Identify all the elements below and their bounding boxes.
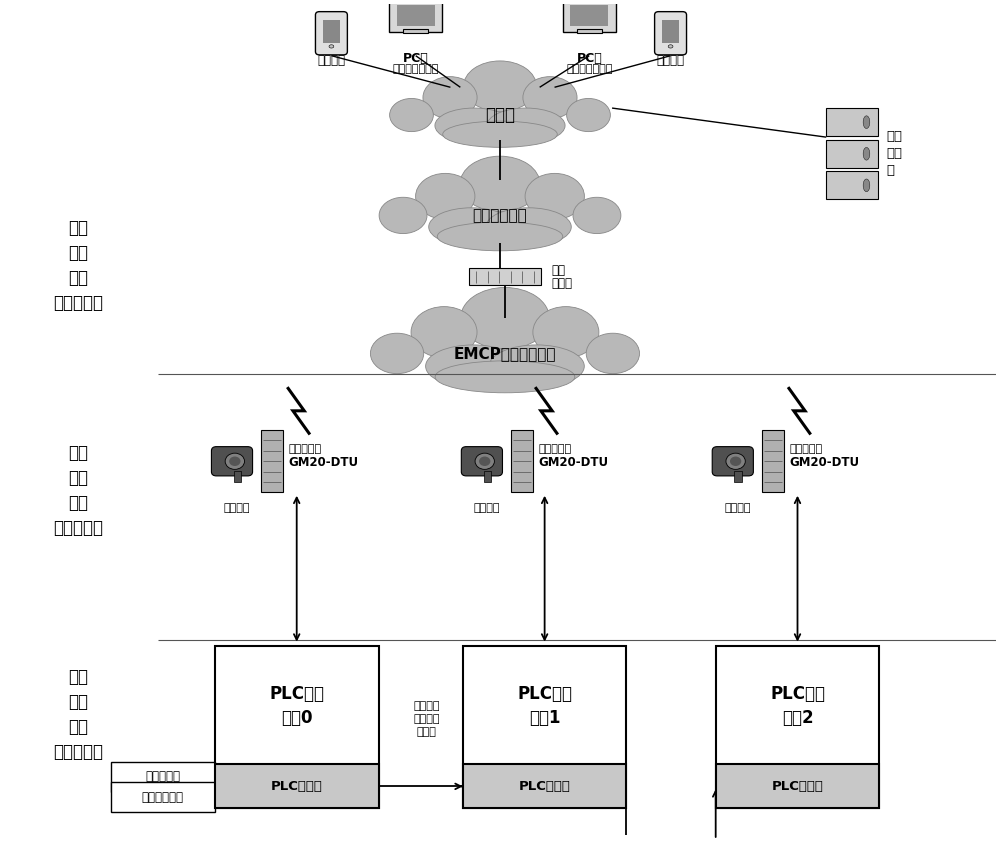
FancyBboxPatch shape: [563, 0, 616, 31]
FancyBboxPatch shape: [734, 471, 742, 482]
FancyBboxPatch shape: [315, 12, 347, 55]
FancyBboxPatch shape: [397, 5, 435, 26]
Text: 物联网网关: 物联网网关: [289, 443, 322, 454]
Text: 核心: 核心: [552, 264, 566, 277]
FancyBboxPatch shape: [484, 471, 491, 482]
FancyBboxPatch shape: [577, 30, 602, 33]
Ellipse shape: [863, 179, 870, 191]
Text: 云摄像头: 云摄像头: [725, 502, 751, 513]
Text: 学生端实
验装置供
电控制: 学生端实 验装置供 电控制: [413, 701, 440, 737]
Text: PLC实验
装置0: PLC实验 装置0: [269, 685, 324, 727]
FancyBboxPatch shape: [662, 20, 679, 43]
Text: 交换机: 交换机: [552, 277, 573, 290]
Ellipse shape: [523, 77, 577, 119]
Text: 物联网网关: 物联网网关: [539, 443, 572, 454]
Ellipse shape: [730, 457, 741, 466]
Text: 光照传感器: 光照传感器: [145, 771, 180, 783]
Text: （学生访问机）: （学生访问机）: [566, 64, 612, 74]
FancyBboxPatch shape: [111, 762, 215, 792]
FancyBboxPatch shape: [762, 430, 784, 492]
Ellipse shape: [416, 174, 475, 219]
Text: GM20-DTU: GM20-DTU: [539, 456, 609, 470]
Ellipse shape: [229, 457, 240, 466]
FancyBboxPatch shape: [261, 430, 283, 492]
FancyBboxPatch shape: [826, 108, 878, 137]
Ellipse shape: [225, 454, 244, 470]
FancyBboxPatch shape: [215, 647, 379, 808]
Text: EMCP物联网云平台: EMCP物联网云平台: [454, 346, 556, 361]
Text: 智能
控制
系统
（设备层）: 智能 控制 系统 （设备层）: [54, 668, 104, 761]
Text: PC机: PC机: [403, 51, 429, 65]
Text: GM20-DTU: GM20-DTU: [790, 456, 860, 470]
FancyBboxPatch shape: [716, 647, 879, 808]
FancyBboxPatch shape: [463, 765, 626, 808]
Ellipse shape: [429, 207, 514, 246]
FancyBboxPatch shape: [469, 268, 541, 285]
FancyBboxPatch shape: [215, 765, 379, 808]
Ellipse shape: [370, 333, 424, 373]
FancyBboxPatch shape: [403, 30, 428, 33]
Ellipse shape: [668, 45, 673, 48]
Ellipse shape: [525, 174, 584, 219]
Text: 物联网网关: 物联网网关: [790, 443, 823, 454]
FancyBboxPatch shape: [211, 447, 253, 476]
Text: PC机: PC机: [576, 51, 602, 65]
Ellipse shape: [443, 121, 557, 148]
FancyBboxPatch shape: [655, 12, 687, 55]
Ellipse shape: [863, 148, 870, 160]
Text: PLC控制柜: PLC控制柜: [519, 780, 571, 793]
Text: PLC控制柜: PLC控制柜: [772, 780, 823, 793]
Text: 温湿度传感器: 温湿度传感器: [142, 791, 184, 804]
Ellipse shape: [390, 99, 433, 132]
Ellipse shape: [379, 197, 427, 234]
FancyBboxPatch shape: [463, 647, 626, 808]
Ellipse shape: [464, 61, 536, 111]
Text: 实验管理平台: 实验管理平台: [473, 208, 527, 223]
Text: PLC实验
装置1: PLC实验 装置1: [517, 685, 572, 727]
Ellipse shape: [486, 207, 571, 246]
Text: 互联网: 互联网: [485, 106, 515, 124]
Text: 实验
管理
系统
（服务层）: 实验 管理 系统 （服务层）: [54, 219, 104, 313]
FancyBboxPatch shape: [716, 765, 879, 808]
Ellipse shape: [489, 345, 584, 388]
FancyBboxPatch shape: [511, 430, 533, 492]
Ellipse shape: [423, 77, 477, 119]
Ellipse shape: [863, 115, 870, 128]
Ellipse shape: [411, 307, 477, 357]
Ellipse shape: [726, 454, 745, 470]
Text: 数据
服务
器: 数据 服务 器: [887, 131, 903, 177]
Text: 远程
控制
系统
（网关层）: 远程 控制 系统 （网关层）: [54, 444, 104, 537]
Ellipse shape: [426, 345, 521, 388]
FancyBboxPatch shape: [461, 447, 502, 476]
FancyBboxPatch shape: [111, 782, 215, 813]
FancyBboxPatch shape: [234, 471, 241, 482]
Ellipse shape: [533, 307, 599, 357]
FancyBboxPatch shape: [389, 0, 442, 31]
Ellipse shape: [479, 457, 490, 466]
Text: GM20-DTU: GM20-DTU: [289, 456, 359, 470]
Text: 移动设备: 移动设备: [317, 54, 345, 67]
Ellipse shape: [567, 99, 610, 132]
FancyBboxPatch shape: [826, 171, 878, 200]
FancyBboxPatch shape: [826, 140, 878, 168]
FancyBboxPatch shape: [323, 20, 340, 43]
Ellipse shape: [573, 197, 621, 234]
FancyBboxPatch shape: [712, 447, 753, 476]
Text: 移动设备: 移动设备: [657, 54, 685, 67]
Ellipse shape: [487, 108, 565, 143]
Text: 云摄像头: 云摄像头: [224, 502, 250, 513]
Ellipse shape: [460, 156, 540, 212]
Ellipse shape: [437, 222, 563, 251]
Ellipse shape: [329, 45, 334, 48]
Ellipse shape: [475, 454, 494, 470]
Text: PLC实验
装置2: PLC实验 装置2: [770, 685, 825, 727]
Ellipse shape: [586, 333, 640, 373]
Text: （数师访问机）: （数师访问机）: [393, 64, 439, 74]
Text: PLC控制器: PLC控制器: [271, 780, 323, 793]
Text: 云摄像头: 云摄像头: [474, 502, 500, 513]
Ellipse shape: [461, 287, 549, 349]
Ellipse shape: [435, 361, 575, 393]
Ellipse shape: [435, 108, 513, 143]
FancyBboxPatch shape: [570, 5, 608, 26]
